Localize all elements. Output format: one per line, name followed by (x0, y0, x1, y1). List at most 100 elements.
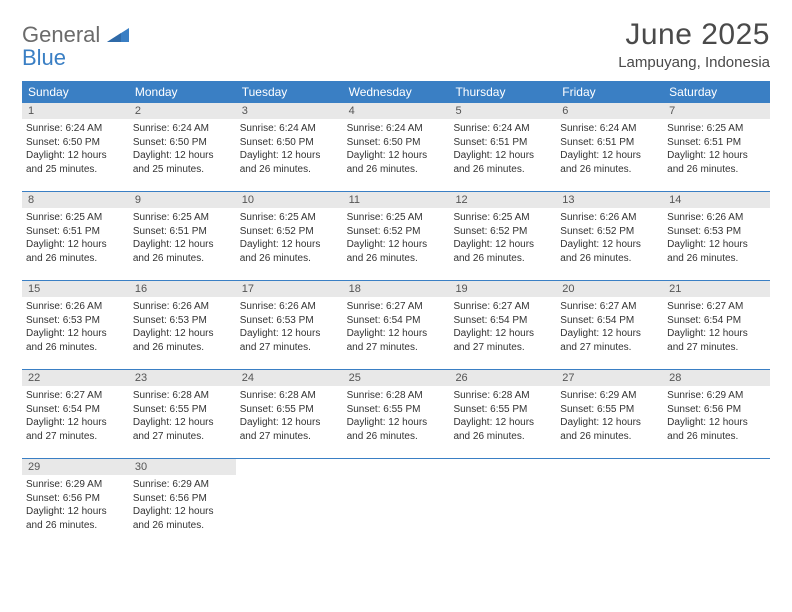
day-number: 5 (449, 103, 556, 119)
day-number: 13 (556, 192, 663, 208)
daylight-line: Daylight: 12 hours and 26 minutes. (26, 505, 125, 532)
day-number: 7 (663, 103, 770, 119)
day-number: 20 (556, 281, 663, 297)
day-number: 25 (343, 370, 450, 386)
day-cell: 10Sunrise: 6:25 AMSunset: 6:52 PMDayligh… (236, 192, 343, 280)
page-header: General Blue June 2025 Lampuyang, Indone… (22, 18, 770, 71)
week-row: 15Sunrise: 6:26 AMSunset: 6:53 PMDayligh… (22, 281, 770, 370)
sunrise-line: Sunrise: 6:27 AM (453, 300, 552, 314)
day-cell: 29Sunrise: 6:29 AMSunset: 6:56 PMDayligh… (22, 459, 129, 547)
weekday-header: Monday (129, 81, 236, 103)
sunrise-line: Sunrise: 6:29 AM (560, 389, 659, 403)
day-cell: 6Sunrise: 6:24 AMSunset: 6:51 PMDaylight… (556, 103, 663, 191)
sunrise-line: Sunrise: 6:27 AM (26, 389, 125, 403)
day-number: 4 (343, 103, 450, 119)
sunset-line: Sunset: 6:51 PM (26, 225, 125, 239)
daylight-line: Daylight: 12 hours and 26 minutes. (347, 416, 446, 443)
day-cell: 7Sunrise: 6:25 AMSunset: 6:51 PMDaylight… (663, 103, 770, 191)
day-cell: 8Sunrise: 6:25 AMSunset: 6:51 PMDaylight… (22, 192, 129, 280)
weekday-header: Saturday (663, 81, 770, 103)
day-cell: 4Sunrise: 6:24 AMSunset: 6:50 PMDaylight… (343, 103, 450, 191)
day-cell: 24Sunrise: 6:28 AMSunset: 6:55 PMDayligh… (236, 370, 343, 458)
day-number: 19 (449, 281, 556, 297)
sunrise-line: Sunrise: 6:24 AM (240, 122, 339, 136)
day-body: Sunrise: 6:27 AMSunset: 6:54 PMDaylight:… (663, 297, 770, 360)
day-body: Sunrise: 6:29 AMSunset: 6:56 PMDaylight:… (22, 475, 129, 538)
day-cell: 9Sunrise: 6:25 AMSunset: 6:51 PMDaylight… (129, 192, 236, 280)
day-number: 22 (22, 370, 129, 386)
day-body: Sunrise: 6:24 AMSunset: 6:50 PMDaylight:… (343, 119, 450, 182)
daylight-line: Daylight: 12 hours and 26 minutes. (453, 238, 552, 265)
day-cell: 1Sunrise: 6:24 AMSunset: 6:50 PMDaylight… (22, 103, 129, 191)
day-body: Sunrise: 6:25 AMSunset: 6:52 PMDaylight:… (449, 208, 556, 271)
sunset-line: Sunset: 6:54 PM (347, 314, 446, 328)
day-body: Sunrise: 6:24 AMSunset: 6:51 PMDaylight:… (556, 119, 663, 182)
empty-day-cell (449, 459, 556, 547)
month-title: June 2025 (618, 18, 770, 52)
calendar-grid: SundayMondayTuesdayWednesdayThursdayFrid… (22, 81, 770, 547)
daylight-line: Daylight: 12 hours and 26 minutes. (453, 149, 552, 176)
daylight-line: Daylight: 12 hours and 27 minutes. (26, 416, 125, 443)
sunset-line: Sunset: 6:54 PM (667, 314, 766, 328)
daylight-line: Daylight: 12 hours and 26 minutes. (560, 149, 659, 176)
day-body: Sunrise: 6:27 AMSunset: 6:54 PMDaylight:… (343, 297, 450, 360)
day-number: 12 (449, 192, 556, 208)
daylight-line: Daylight: 12 hours and 25 minutes. (133, 149, 232, 176)
weekday-header: Sunday (22, 81, 129, 103)
day-cell: 5Sunrise: 6:24 AMSunset: 6:51 PMDaylight… (449, 103, 556, 191)
day-body: Sunrise: 6:29 AMSunset: 6:55 PMDaylight:… (556, 386, 663, 449)
daylight-line: Daylight: 12 hours and 26 minutes. (667, 238, 766, 265)
weekday-header: Wednesday (343, 81, 450, 103)
day-number: 2 (129, 103, 236, 119)
day-cell: 22Sunrise: 6:27 AMSunset: 6:54 PMDayligh… (22, 370, 129, 458)
sunset-line: Sunset: 6:54 PM (453, 314, 552, 328)
week-row: 22Sunrise: 6:27 AMSunset: 6:54 PMDayligh… (22, 370, 770, 459)
sunrise-line: Sunrise: 6:24 AM (347, 122, 446, 136)
daylight-line: Daylight: 12 hours and 27 minutes. (133, 416, 232, 443)
sunrise-line: Sunrise: 6:25 AM (347, 211, 446, 225)
daylight-line: Daylight: 12 hours and 26 minutes. (133, 327, 232, 354)
day-cell: 12Sunrise: 6:25 AMSunset: 6:52 PMDayligh… (449, 192, 556, 280)
day-number: 24 (236, 370, 343, 386)
day-cell: 26Sunrise: 6:28 AMSunset: 6:55 PMDayligh… (449, 370, 556, 458)
daylight-line: Daylight: 12 hours and 26 minutes. (133, 505, 232, 532)
day-body: Sunrise: 6:26 AMSunset: 6:53 PMDaylight:… (22, 297, 129, 360)
weeks-container: 1Sunrise: 6:24 AMSunset: 6:50 PMDaylight… (22, 103, 770, 547)
day-number: 10 (236, 192, 343, 208)
sunset-line: Sunset: 6:50 PM (240, 136, 339, 150)
day-body: Sunrise: 6:25 AMSunset: 6:51 PMDaylight:… (663, 119, 770, 182)
daylight-line: Daylight: 12 hours and 26 minutes. (347, 149, 446, 176)
day-body: Sunrise: 6:24 AMSunset: 6:50 PMDaylight:… (22, 119, 129, 182)
sunrise-line: Sunrise: 6:25 AM (133, 211, 232, 225)
daylight-line: Daylight: 12 hours and 27 minutes. (667, 327, 766, 354)
daylight-line: Daylight: 12 hours and 26 minutes. (667, 149, 766, 176)
day-cell: 28Sunrise: 6:29 AMSunset: 6:56 PMDayligh… (663, 370, 770, 458)
day-number: 6 (556, 103, 663, 119)
empty-day-cell (663, 459, 770, 547)
logo-triangle-icon (107, 29, 129, 46)
sunrise-line: Sunrise: 6:25 AM (26, 211, 125, 225)
sunset-line: Sunset: 6:56 PM (667, 403, 766, 417)
empty-day-cell (236, 459, 343, 547)
day-number: 29 (22, 459, 129, 475)
day-body: Sunrise: 6:25 AMSunset: 6:51 PMDaylight:… (22, 208, 129, 271)
day-body: Sunrise: 6:26 AMSunset: 6:53 PMDaylight:… (236, 297, 343, 360)
daylight-line: Daylight: 12 hours and 27 minutes. (240, 327, 339, 354)
weekday-header-row: SundayMondayTuesdayWednesdayThursdayFrid… (22, 81, 770, 103)
day-number: 21 (663, 281, 770, 297)
day-cell: 30Sunrise: 6:29 AMSunset: 6:56 PMDayligh… (129, 459, 236, 547)
sunset-line: Sunset: 6:54 PM (560, 314, 659, 328)
day-cell: 23Sunrise: 6:28 AMSunset: 6:55 PMDayligh… (129, 370, 236, 458)
sunset-line: Sunset: 6:50 PM (347, 136, 446, 150)
weekday-header: Tuesday (236, 81, 343, 103)
sunrise-line: Sunrise: 6:24 AM (133, 122, 232, 136)
day-number: 30 (129, 459, 236, 475)
day-cell: 27Sunrise: 6:29 AMSunset: 6:55 PMDayligh… (556, 370, 663, 458)
daylight-line: Daylight: 12 hours and 27 minutes. (347, 327, 446, 354)
sunrise-line: Sunrise: 6:26 AM (240, 300, 339, 314)
weekday-header: Thursday (449, 81, 556, 103)
empty-day-cell (556, 459, 663, 547)
day-cell: 19Sunrise: 6:27 AMSunset: 6:54 PMDayligh… (449, 281, 556, 369)
day-body: Sunrise: 6:29 AMSunset: 6:56 PMDaylight:… (663, 386, 770, 449)
sunset-line: Sunset: 6:52 PM (240, 225, 339, 239)
